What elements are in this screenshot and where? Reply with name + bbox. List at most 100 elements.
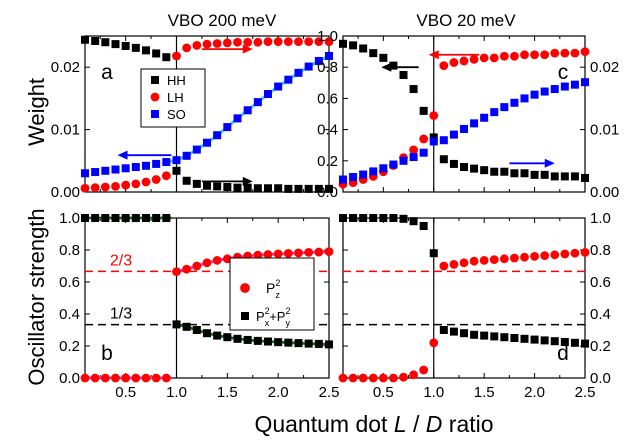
data-point-d-p-x-2-p-y-2 [399, 214, 408, 223]
data-point-a-so [91, 168, 100, 177]
data-point-d-p-z-2 [378, 373, 388, 383]
data-point-b-p-x-2-p-y-2 [131, 214, 140, 222]
data-point-c-hh [389, 61, 398, 70]
data-point-b-p-z-2 [283, 248, 293, 258]
y-tick-label-d: 0.0 [590, 370, 611, 387]
data-point-d-p-x-2-p-y-2 [449, 327, 458, 336]
data-point-c-lh [469, 55, 479, 64]
fit-line-b [176, 323, 330, 346]
data-point-a-hh [253, 184, 262, 193]
data-point-a-hh [152, 49, 161, 58]
data-point-c-so [550, 85, 559, 94]
data-point-a-lh [80, 183, 90, 193]
data-point-d-p-z-2 [510, 253, 519, 263]
panel-b: 0.5 1.0 1.5 2.0 2.5 0.0 0.2 0.4 0.6 0.8 1.0 2/3 1/3 b… [59, 210, 339, 401]
data-point-c-lh [479, 53, 489, 63]
data-point-a-lh [121, 180, 131, 190]
x-axis-label-sep: / [407, 411, 426, 437]
data-point-d-p-z-2 [348, 373, 358, 383]
data-point-b-p-x-2-p-y-2 [142, 214, 150, 222]
y-tick-label-b: 0.6 [59, 274, 80, 291]
data-point-a-so [233, 114, 242, 123]
data-point-b-p-z-2 [80, 373, 90, 383]
data-point-b-p-x-2-p-y-2 [172, 320, 181, 329]
y-tick-label-a: 0.02 [51, 59, 80, 76]
data-point-d-p-x-2-p-y-2 [389, 214, 398, 222]
data-point-c-hh [369, 49, 378, 58]
data-point-c-so [581, 78, 589, 87]
data-point-c-so [460, 124, 468, 133]
data-point-c-so [369, 167, 378, 176]
data-point-a-hh [81, 35, 89, 44]
panel-label-a: a [101, 61, 113, 84]
x-tick-label-b: 0.5 [115, 384, 136, 401]
data-point-a-hh [294, 184, 303, 193]
data-point-d-p-x-2-p-y-2 [460, 329, 468, 338]
data-point-a-lh [253, 37, 263, 47]
data-point-a-so [142, 161, 150, 170]
data-point-b-p-z-2 [121, 373, 131, 383]
data-point-a-so [152, 159, 161, 168]
data-point-a-so [81, 169, 89, 178]
data-point-a-hh [243, 183, 252, 192]
data-point-d-p-z-2 [358, 373, 368, 383]
legend-marker-so [151, 110, 159, 118]
data-point-c-so [520, 94, 529, 103]
data-point-c-hh [379, 53, 388, 62]
panel-label-b: b [101, 342, 113, 365]
data-point-c-hh [439, 155, 448, 164]
data-point-d-p-x-2-p-y-2 [419, 222, 428, 230]
data-point-a-so [121, 164, 130, 173]
data-point-d-p-z-2 [399, 372, 408, 382]
data-point-d-p-x-2-p-y-2 [510, 334, 519, 342]
y-tick-label-b: 0.8 [59, 242, 80, 259]
y-tick-label-b: 1.0 [59, 210, 80, 227]
data-point-c-lh [570, 48, 580, 58]
data-point-c-hh [520, 169, 529, 178]
data-point-b-p-z-2 [111, 373, 120, 383]
data-point-c-so [500, 103, 509, 112]
data-point-a-hh [274, 184, 283, 193]
data-point-a-hh [203, 181, 211, 190]
data-point-d-p-z-2 [489, 255, 499, 264]
data-point-c-hh [339, 39, 347, 48]
legend-b: P2 z P2 x+P2 y [229, 257, 315, 331]
reference-line-label-b: 2/3 [110, 252, 132, 269]
data-point-c-so [560, 82, 569, 91]
plot-frame-d [342, 217, 586, 379]
legend-label-hh: HH [167, 73, 186, 88]
data-point-a-lh [243, 37, 253, 47]
data-point-b-p-z-2 [192, 261, 202, 271]
data-point-b-p-x-2-p-y-2 [152, 214, 161, 222]
data-point-a-hh [223, 183, 232, 192]
data-point-c-lh [540, 50, 550, 60]
y-tick-label-c: 0.2 [317, 153, 338, 170]
data-point-d-p-x-2-p-y-2 [490, 332, 499, 341]
data-point-d-p-x-2-p-y-2 [560, 338, 569, 346]
data-point-a-lh [202, 39, 212, 49]
y-axis-label-top: Weight [24, 78, 49, 146]
y-tick-label-a: 0.00 [51, 184, 80, 201]
data-point-c-hh [470, 164, 479, 173]
data-point-d-p-x-2-p-y-2 [581, 339, 589, 348]
data-point-d-p-z-2 [570, 248, 580, 258]
data-point-c-so [359, 170, 368, 179]
fit-line-b [176, 250, 330, 273]
data-point-a-lh [314, 37, 324, 47]
data-point-a-so [162, 158, 171, 167]
data-point-c-so [510, 98, 519, 107]
data-point-d-p-z-2 [429, 338, 439, 348]
data-point-a-so [325, 51, 333, 60]
data-point-d-p-z-2 [479, 256, 489, 265]
data-point-b-p-z-2 [273, 249, 283, 259]
reference-line-label-b: 1/3 [110, 306, 132, 323]
data-point-a-lh [192, 40, 202, 50]
x-axis-label-L: L [394, 411, 407, 437]
data-point-c-lh [419, 134, 429, 144]
data-point-d-p-z-2 [338, 373, 348, 383]
data-point-c-so [409, 153, 418, 162]
data-point-d-p-z-2 [560, 249, 570, 259]
data-point-a-so [223, 123, 232, 132]
data-point-d-p-z-2 [499, 254, 509, 264]
data-point-b-p-x-2-p-y-2 [182, 322, 191, 331]
